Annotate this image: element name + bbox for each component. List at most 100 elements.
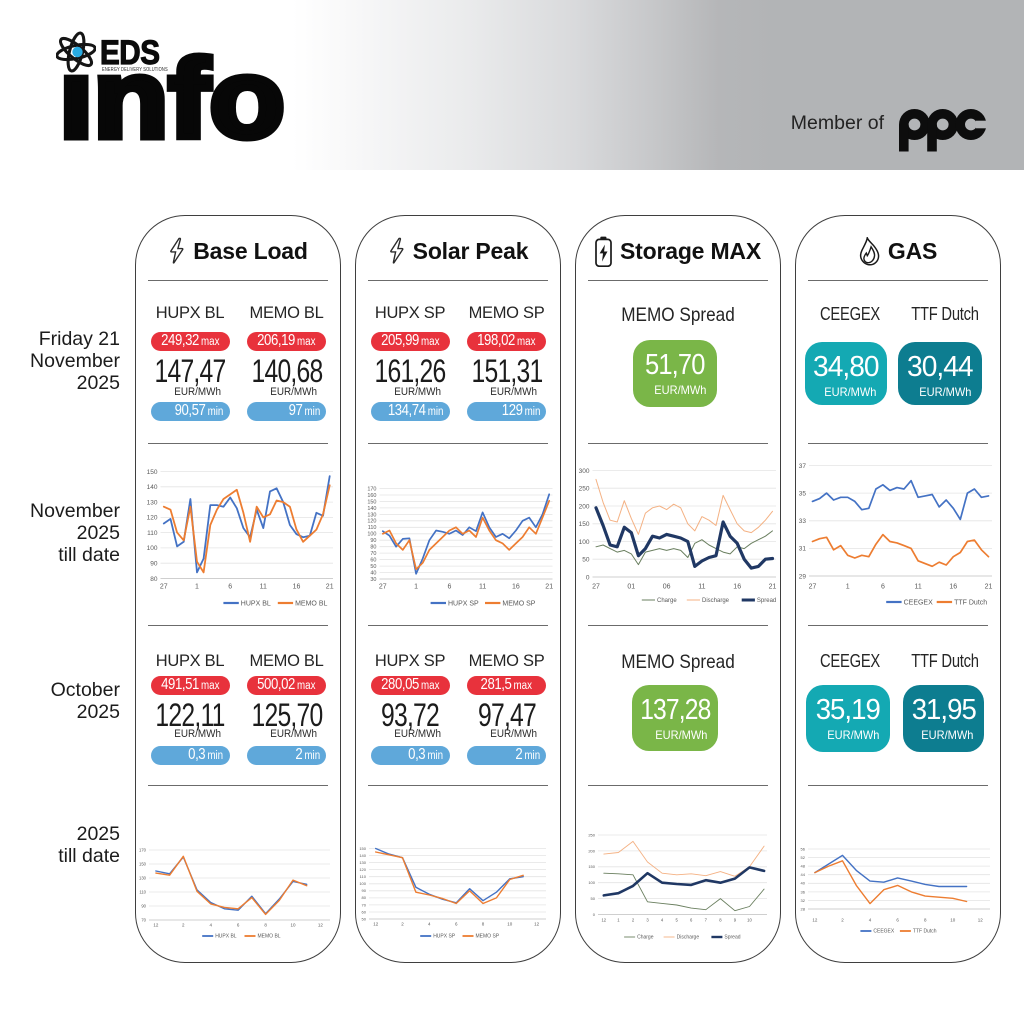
svg-text:16: 16 bbox=[949, 584, 957, 591]
svg-text:140: 140 bbox=[367, 506, 376, 512]
svg-text:4: 4 bbox=[428, 922, 431, 927]
svg-text:1: 1 bbox=[617, 918, 620, 923]
svg-text:110: 110 bbox=[139, 890, 146, 895]
svg-text:2: 2 bbox=[182, 923, 185, 928]
svg-text:140: 140 bbox=[359, 853, 366, 858]
svg-text:27: 27 bbox=[592, 584, 600, 591]
svg-text:12: 12 bbox=[812, 918, 818, 923]
svg-text:1: 1 bbox=[195, 584, 199, 591]
svg-text:120: 120 bbox=[147, 515, 158, 522]
svg-text:Charge: Charge bbox=[637, 935, 654, 941]
svg-text:130: 130 bbox=[139, 876, 147, 881]
svg-text:11: 11 bbox=[260, 584, 267, 591]
svg-text:90: 90 bbox=[141, 904, 146, 909]
svg-text:27: 27 bbox=[809, 584, 817, 591]
svg-text:MEMO SP: MEMO SP bbox=[476, 934, 500, 940]
svg-text:3: 3 bbox=[646, 918, 649, 923]
svg-text:MEMO BL: MEMO BL bbox=[295, 600, 327, 607]
svg-text:16: 16 bbox=[733, 584, 741, 591]
svg-text:40: 40 bbox=[801, 881, 806, 886]
svg-text:170: 170 bbox=[139, 848, 147, 853]
svg-text:10: 10 bbox=[747, 918, 752, 923]
svg-text:MEMO BL: MEMO BL bbox=[258, 934, 281, 940]
svg-text:80: 80 bbox=[150, 576, 158, 583]
svg-text:1: 1 bbox=[846, 584, 850, 591]
svg-text:110: 110 bbox=[368, 525, 377, 531]
svg-text:60: 60 bbox=[370, 558, 376, 564]
svg-text:5: 5 bbox=[676, 918, 679, 923]
svg-text:150: 150 bbox=[579, 521, 590, 528]
svg-text:150: 150 bbox=[139, 862, 147, 867]
svg-text:1: 1 bbox=[414, 584, 418, 591]
svg-text:130: 130 bbox=[359, 860, 366, 865]
svg-text:0: 0 bbox=[593, 912, 596, 917]
svg-text:150: 150 bbox=[588, 864, 595, 869]
svg-text:6: 6 bbox=[455, 922, 458, 927]
svg-text:50: 50 bbox=[362, 916, 367, 921]
svg-text:21: 21 bbox=[326, 584, 334, 591]
svg-text:11: 11 bbox=[914, 584, 921, 591]
svg-text:Spread: Spread bbox=[757, 598, 776, 604]
svg-text:100: 100 bbox=[588, 880, 595, 885]
svg-text:40: 40 bbox=[370, 571, 376, 577]
svg-text:28: 28 bbox=[801, 906, 806, 911]
svg-text:170: 170 bbox=[367, 486, 376, 492]
svg-text:6: 6 bbox=[690, 918, 693, 923]
svg-text:CEEGEX: CEEGEX bbox=[873, 929, 895, 935]
svg-text:06: 06 bbox=[663, 584, 671, 591]
svg-text:11: 11 bbox=[698, 584, 705, 591]
svg-text:11: 11 bbox=[479, 584, 486, 591]
svg-text:12: 12 bbox=[601, 918, 606, 923]
svg-text:200: 200 bbox=[579, 503, 590, 510]
svg-text:150: 150 bbox=[147, 469, 158, 476]
svg-text:8: 8 bbox=[264, 923, 267, 928]
svg-text:12: 12 bbox=[373, 922, 379, 927]
svg-text:6: 6 bbox=[447, 584, 451, 591]
svg-text:9: 9 bbox=[734, 918, 737, 923]
svg-text:36: 36 bbox=[801, 889, 806, 894]
svg-text:50: 50 bbox=[582, 557, 590, 564]
svg-text:29: 29 bbox=[799, 573, 807, 580]
svg-text:12: 12 bbox=[318, 923, 324, 928]
svg-text:200: 200 bbox=[588, 848, 595, 853]
svg-text:6: 6 bbox=[896, 918, 899, 923]
svg-text:70: 70 bbox=[362, 902, 367, 907]
svg-text:2: 2 bbox=[841, 918, 844, 923]
svg-text:130: 130 bbox=[147, 499, 158, 506]
svg-text:90: 90 bbox=[370, 538, 376, 544]
svg-text:100: 100 bbox=[359, 881, 366, 886]
svg-text:6: 6 bbox=[237, 923, 240, 928]
svg-text:250: 250 bbox=[588, 832, 595, 837]
svg-text:TTF Dutch: TTF Dutch bbox=[954, 599, 987, 606]
svg-text:4: 4 bbox=[209, 923, 212, 928]
svg-text:12: 12 bbox=[153, 923, 159, 928]
svg-text:44: 44 bbox=[801, 872, 806, 877]
svg-text:12: 12 bbox=[534, 922, 540, 927]
svg-text:16: 16 bbox=[293, 584, 301, 591]
svg-text:110: 110 bbox=[147, 530, 158, 537]
svg-text:80: 80 bbox=[362, 895, 367, 900]
svg-text:50: 50 bbox=[370, 564, 376, 570]
svg-text:100: 100 bbox=[367, 532, 376, 538]
svg-text:21: 21 bbox=[769, 584, 777, 591]
svg-text:70: 70 bbox=[141, 918, 146, 923]
svg-text:8: 8 bbox=[719, 918, 722, 923]
svg-text:CEEGEX: CEEGEX bbox=[904, 599, 934, 606]
svg-text:27: 27 bbox=[160, 584, 168, 591]
svg-text:120: 120 bbox=[359, 867, 366, 872]
svg-text:100: 100 bbox=[147, 545, 158, 552]
svg-text:250: 250 bbox=[579, 486, 590, 493]
svg-text:31: 31 bbox=[799, 546, 807, 553]
svg-text:60: 60 bbox=[362, 909, 367, 914]
svg-text:HUPX BL: HUPX BL bbox=[241, 600, 271, 607]
svg-text:120: 120 bbox=[367, 519, 376, 525]
svg-text:16: 16 bbox=[512, 584, 520, 591]
svg-text:110: 110 bbox=[360, 874, 367, 879]
svg-text:TTF Dutch: TTF Dutch bbox=[913, 929, 937, 935]
svg-text:80: 80 bbox=[370, 545, 376, 551]
svg-text:70: 70 bbox=[370, 551, 376, 557]
svg-text:6: 6 bbox=[228, 584, 232, 591]
svg-text:140: 140 bbox=[147, 484, 158, 491]
svg-text:0: 0 bbox=[586, 574, 590, 581]
svg-text:8: 8 bbox=[482, 922, 485, 927]
